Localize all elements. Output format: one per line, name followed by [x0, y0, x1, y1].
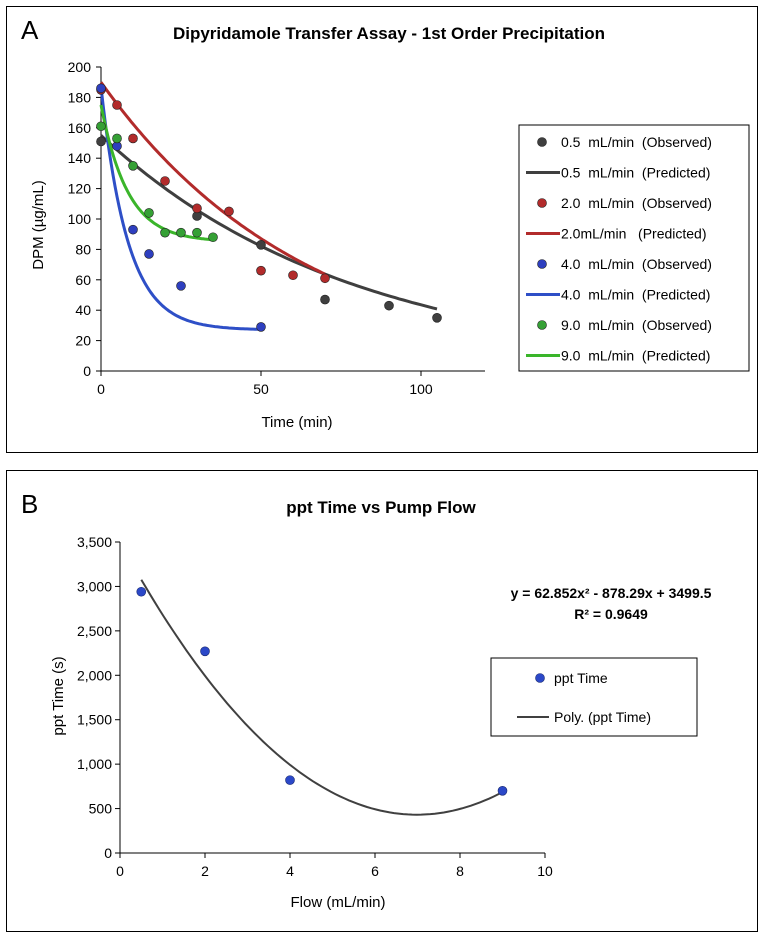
chart-a-data-point [224, 206, 234, 217]
chart-b-y-tick-label: 3,500 [77, 534, 112, 550]
chart-a-x-tick-label: 50 [253, 381, 269, 397]
chart-a-data-point [128, 133, 138, 144]
chart-a: A Dipyridamole Transfer Assay - 1st Orde… [21, 15, 750, 431]
chart-b-y-tick-label: 2,500 [77, 623, 112, 639]
chart-b-y-tick-label: 0 [104, 845, 112, 861]
chart-a-legend-label: 4.0 mL/min (Predicted) [561, 287, 710, 303]
chart-b-x-tick-label: 8 [456, 863, 464, 879]
chart-b-r-squared: R² = 0.9649 [574, 606, 648, 622]
chart-b-legend-marker [535, 673, 545, 683]
chart-a-x-tick-label: 0 [97, 381, 105, 397]
chart-b-equation: y = 62.852x² - 878.29x + 3499.5 [511, 585, 712, 601]
chart-a-x-tick-label: 100 [409, 381, 433, 397]
chart-b: B ppt Time vs Pump Flow 0 500 1,000 1,500 2,… [21, 489, 712, 911]
chart-a-y-tick-label: 180 [68, 89, 92, 105]
chart-a-y-tick-label: 80 [75, 241, 91, 257]
chart-b-trendline [140, 579, 503, 816]
chart-a-series-line-1 [99, 134, 438, 311]
chart-b-title: ppt Time vs Pump Flow [286, 498, 476, 517]
chart-a-data-point [160, 227, 170, 238]
chart-b-x-tick-label: 2 [201, 863, 209, 879]
chart-a-data-point [112, 100, 122, 110]
chart-a-data-point [320, 273, 330, 284]
chart-a-y-tick-label: 160 [68, 120, 92, 136]
chart-b-y-tick-label: 2,000 [77, 667, 112, 683]
chart-a-data-point [432, 312, 442, 323]
chart-b-y-tick-label: 500 [89, 801, 113, 817]
chart-b-data-point [285, 775, 295, 785]
chart-a-data-point [288, 270, 298, 281]
chart-a-data-point [112, 133, 122, 144]
chart-a-legend-label: 2.0mL/min (Predicted) [561, 226, 707, 242]
chart-a-legend-marker [537, 259, 547, 269]
chart-b-y-label: ppt Time (s) [50, 656, 67, 735]
chart-b-y-tick-label: 1,500 [77, 712, 112, 728]
chart-a-data-point [128, 161, 138, 171]
chart-a-title: Dipyridamole Transfer Assay - 1st Order … [173, 24, 605, 43]
chart-a-data-point [176, 281, 186, 291]
chart-a-legend-label: 4.0 mL/min (Observed) [561, 256, 712, 272]
chart-a-legend-marker [537, 137, 547, 147]
chart-a-data-point [192, 227, 202, 238]
chart-a-y-label: DPM (µg/mL) [30, 180, 47, 269]
chart-a-legend-marker [537, 320, 547, 330]
chart-a-data-point [144, 249, 154, 259]
chart-a-legend-label: 0.5 mL/min (Observed) [561, 134, 712, 150]
chart-a-y-tick-label: 20 [75, 333, 91, 349]
chart-a-series-line-7 [99, 104, 214, 242]
chart-a-data-point [208, 232, 218, 243]
chart-a-legend-label: 0.5 mL/min (Predicted) [561, 165, 710, 181]
chart-b-data-point [200, 646, 210, 657]
chart-b-y-tick-label: 3,000 [77, 578, 112, 594]
chart-a-legend-label: 9.0 mL/min (Predicted) [561, 348, 710, 364]
chart-b-x-tick-label: 0 [116, 863, 124, 879]
chart-a-data-point [144, 208, 154, 218]
chart-b-x-tick-label: 10 [537, 863, 553, 879]
chart-a-y-tick-label: 40 [75, 302, 91, 318]
chart-a-legend [518, 124, 750, 372]
chart-a-data-point [192, 203, 202, 214]
chart-a-y-tick-label: 120 [68, 181, 92, 197]
chart-a-data-point [256, 240, 266, 250]
chart-a-data-point [256, 265, 266, 276]
chart-a-data-point [96, 136, 106, 147]
panel-b-letter: B [21, 489, 38, 519]
chart-b-data-point [497, 785, 508, 796]
chart-a-data-point [96, 121, 106, 132]
chart-a-legend-label: 2.0 mL/min (Observed) [561, 195, 712, 211]
chart-a-data-point [160, 176, 170, 186]
chart-a-legend-marker [537, 198, 547, 208]
chart-a-y-tick-label: 0 [83, 363, 91, 379]
chart-a-legend-label: 9.0 mL/min (Observed) [561, 317, 712, 333]
panel-b: B ppt Time vs Pump Flow 0 500 1,000 1,500 2,… [6, 470, 758, 932]
chart-a-series-line-5 [99, 86, 262, 331]
chart-b-legend-label: ppt Time [554, 670, 608, 686]
chart-b-x-tick-label: 4 [286, 863, 294, 879]
chart-b-legend-label: Poly. (ppt Time) [554, 709, 651, 725]
chart-a-data-point [384, 300, 394, 311]
chart-a-data-point [256, 322, 266, 332]
chart-b-x-tick-label: 6 [371, 863, 379, 879]
chart-a-y-tick-label: 60 [75, 272, 91, 288]
chart-a-y-tick-label: 140 [68, 150, 92, 166]
chart-b-y-tick-label: 1,000 [77, 756, 112, 772]
panel-a: A Dipyridamole Transfer Assay - 1st Orde… [6, 6, 758, 453]
chart-a-y-tick-label: 200 [68, 59, 92, 75]
chart-a-data-point [128, 224, 138, 235]
chart-a-data-point [320, 294, 330, 305]
chart-a-y-tick-label: 100 [68, 211, 92, 227]
panel-a-letter: A [21, 15, 39, 45]
chart-a-x-label: Time (min) [261, 414, 332, 431]
chart-b-x-label: Flow (mL/min) [290, 894, 385, 911]
chart-b-legend [490, 657, 698, 737]
chart-a-data-point [96, 83, 106, 94]
chart-b-data-point [136, 586, 147, 597]
chart-a-series-line-3 [99, 81, 326, 276]
chart-a-data-point [176, 227, 186, 238]
